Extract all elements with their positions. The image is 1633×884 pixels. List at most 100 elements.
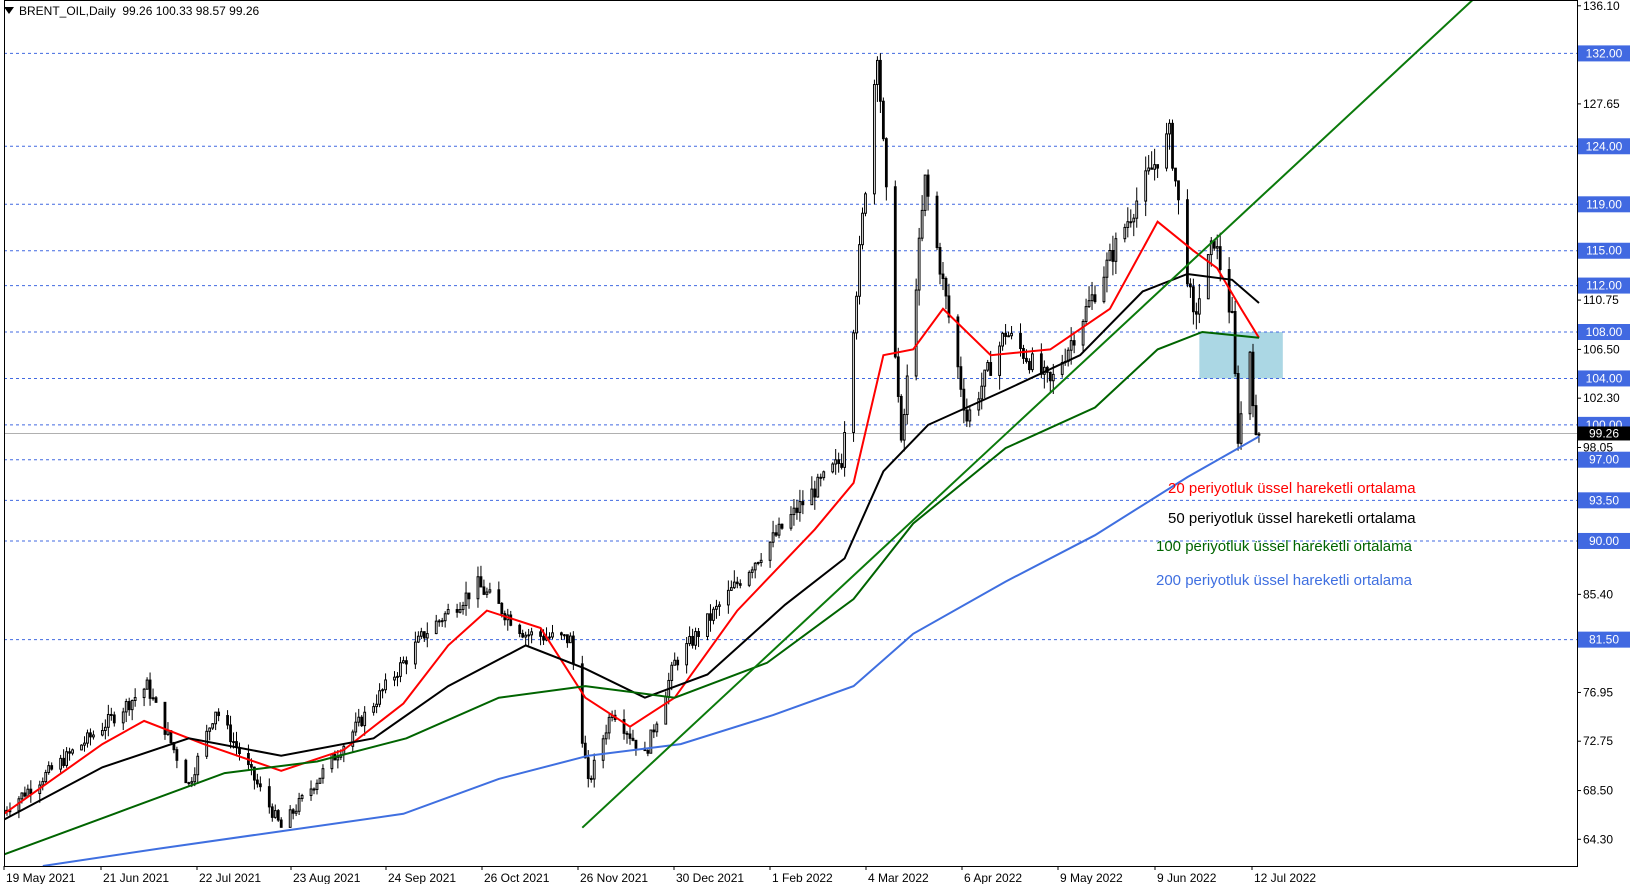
candle-body [580, 663, 584, 744]
candle-body [1025, 357, 1028, 362]
y-axis: 136.10 127.65 110.75 106.50 102.30 98.05 85.40… [1577, 0, 1630, 846]
candle-body [589, 777, 593, 780]
triangle-down-icon[interactable] [4, 7, 14, 14]
candle-body [396, 675, 399, 678]
candle-body [44, 771, 48, 783]
candle-body [300, 794, 304, 799]
candle-body [822, 471, 826, 479]
ema200-line [42, 435, 1260, 866]
level-label-box [1578, 138, 1630, 155]
candle-body [655, 723, 659, 733]
candle-body [715, 605, 718, 610]
candle-body [467, 592, 471, 600]
candle-body [184, 759, 188, 784]
candle-body [1093, 294, 1097, 303]
symbol-name: BRENT_OIL,Daily [19, 4, 116, 18]
candle-body [86, 732, 89, 744]
candle-body [1102, 276, 1106, 303]
candle-body [1189, 283, 1192, 288]
candle-body [416, 635, 420, 643]
candle-body [41, 781, 45, 786]
candle-body [759, 559, 763, 564]
candles [4, 53, 1261, 828]
candle-body [977, 398, 981, 411]
candle-body [1031, 353, 1034, 371]
candle-body [455, 609, 459, 613]
candle-body [1129, 221, 1133, 224]
y-tick-label: 98.05 [1583, 441, 1613, 455]
y-tick-label: 110.75 [1583, 293, 1619, 307]
candle-body [873, 84, 876, 195]
candle-body [861, 212, 864, 246]
candle-body [250, 764, 253, 768]
candle-body [1051, 373, 1055, 382]
candle-body [631, 737, 635, 741]
candle-body [738, 583, 742, 586]
candle-body [521, 632, 525, 638]
level-label-box [1578, 277, 1630, 294]
candle-body [375, 703, 379, 708]
legend-ema20: 20 periyotluk üssel hareketli ortalama [1168, 480, 1416, 497]
candle-body [103, 726, 107, 731]
candle-body [735, 581, 739, 585]
candle-body [646, 750, 650, 754]
candle-body [121, 711, 125, 724]
plot-area [4, 0, 1577, 866]
candle-body [1147, 167, 1151, 172]
x-tick-label: 30 Dec 2021 [676, 871, 744, 884]
candle-body [217, 711, 221, 717]
candle-body [1168, 122, 1171, 135]
y-tick-label: 127.65 [1583, 97, 1620, 111]
candle-body [771, 532, 775, 543]
candle-body [229, 724, 232, 743]
candle-body [360, 716, 364, 727]
candle-body [402, 660, 405, 664]
candle-body [267, 786, 271, 808]
candle-body [965, 409, 969, 422]
candle-body [840, 463, 844, 468]
candle-body [461, 604, 465, 611]
candle-body [551, 632, 554, 638]
candle-body [405, 660, 408, 665]
candle-body [425, 633, 429, 639]
candle-body [798, 501, 802, 513]
candle-body [419, 631, 423, 637]
level-label-box [1578, 370, 1630, 387]
candle-body [500, 602, 504, 615]
candle-body [255, 779, 259, 785]
candle-body [652, 729, 656, 733]
candle-body [124, 701, 128, 713]
candle-body [899, 395, 903, 441]
candle-body [363, 711, 367, 727]
candle-body [1233, 310, 1237, 375]
x-tick-label: 4 Mar 2022 [868, 871, 929, 884]
candle-body [831, 463, 835, 473]
candle-body [1084, 306, 1088, 322]
candle-body [813, 488, 817, 498]
symbol-header[interactable]: BRENT_OIL,Daily 99.26 100.33 98.57 99.26 [4, 4, 259, 18]
candle-body [789, 514, 793, 529]
candle-body [208, 727, 212, 732]
candle-body [938, 247, 942, 275]
x-tick-label: 6 Apr 2022 [964, 871, 1022, 884]
candle-body [288, 809, 292, 828]
ema50-line [4, 272, 1260, 821]
candle-body [962, 388, 966, 411]
candle-body [47, 765, 51, 773]
candle-body [944, 278, 948, 297]
candle-body [1254, 405, 1258, 435]
ema100-line [4, 330, 1260, 856]
level-label-box [1578, 324, 1630, 341]
level-label-box [1578, 45, 1630, 62]
candle-body [560, 632, 563, 636]
candle-body [795, 507, 799, 513]
candle-body [1236, 373, 1240, 444]
level-label: 97.00 [1589, 453, 1619, 467]
candle-body [205, 730, 209, 757]
candle-body [372, 706, 376, 713]
candle-body [688, 635, 692, 645]
candle-body [628, 733, 632, 739]
candle-body [1191, 286, 1195, 313]
candle-body [1090, 294, 1094, 302]
